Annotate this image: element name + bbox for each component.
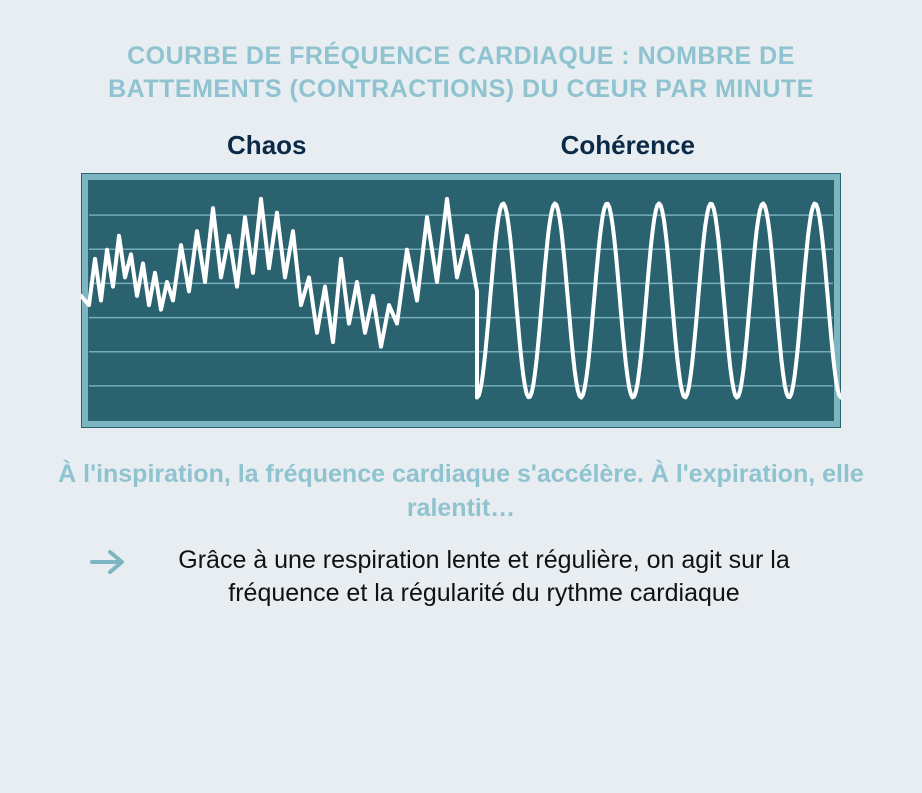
breathing-subtitle: À l'inspiration, la fréquence cardiaque …: [50, 458, 872, 526]
conclusion-row: Grâce à une respiration lente et réguliè…: [50, 544, 872, 612]
chart-title: COURBE DE FRÉQUENCE CARDIAQUE : NOMBRE D…: [50, 40, 872, 105]
state-labels-row: Chaos Cohérence: [100, 130, 822, 161]
chart-svg: [81, 173, 841, 428]
label-chaos: Chaos: [227, 130, 306, 161]
conclusion-text: Grâce à une respiration lente et réguliè…: [136, 544, 832, 612]
heart-rate-chart: [81, 173, 841, 428]
arrow-right-icon: [90, 548, 126, 576]
label-coherence: Cohérence: [561, 130, 695, 161]
